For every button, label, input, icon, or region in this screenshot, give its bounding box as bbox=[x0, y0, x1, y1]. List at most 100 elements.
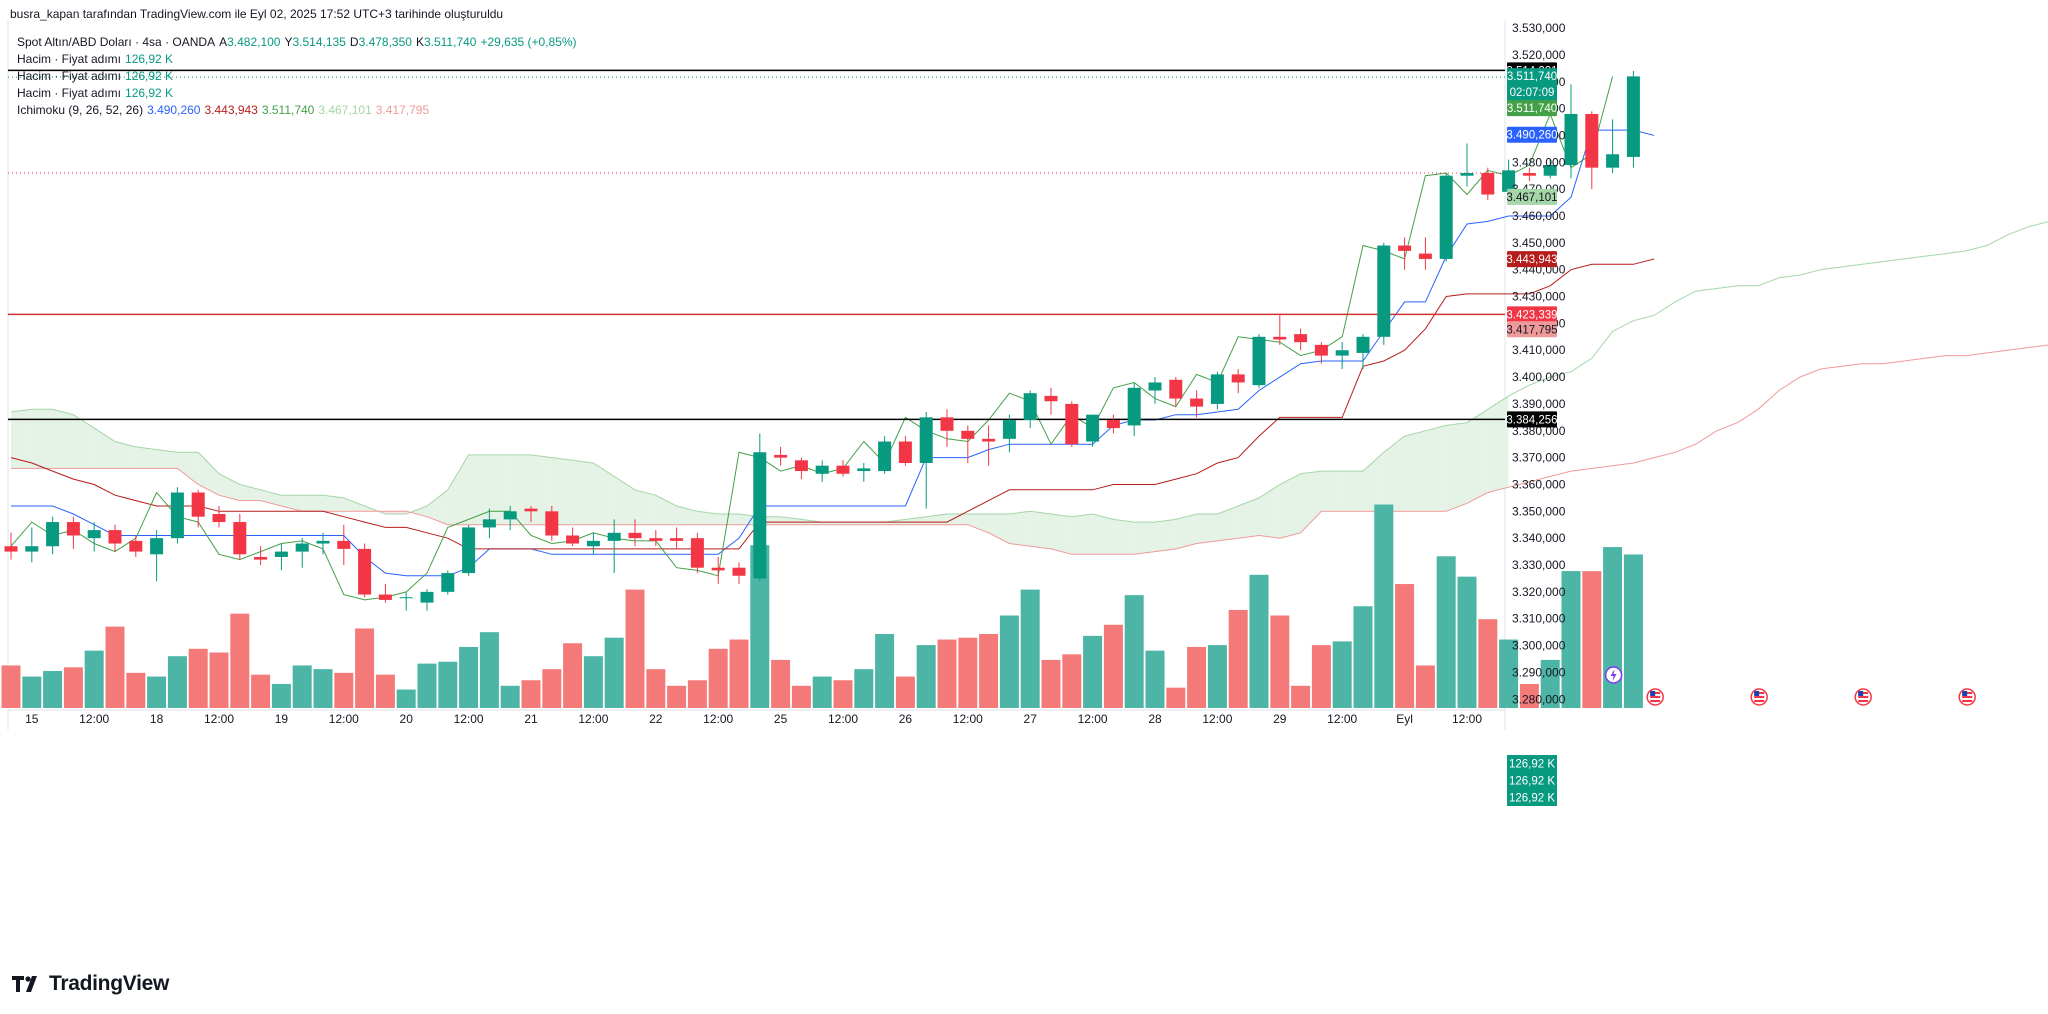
volume-bar bbox=[63, 667, 83, 708]
candle-up bbox=[1148, 382, 1162, 391]
candle-up bbox=[25, 546, 39, 552]
volume-bar bbox=[1187, 646, 1207, 708]
volume-bar bbox=[396, 689, 416, 708]
legend-high: 3.514,135 bbox=[292, 35, 346, 49]
legend-low-label: D bbox=[349, 35, 359, 49]
candle-down bbox=[129, 540, 143, 552]
candle-down bbox=[898, 441, 912, 463]
candle-up bbox=[316, 540, 330, 544]
volume-label-badge bbox=[1507, 772, 1557, 789]
candle-up bbox=[1127, 387, 1141, 426]
price-label-badge bbox=[1507, 411, 1557, 428]
y-tick-label: 3.280,000 bbox=[1512, 692, 1566, 706]
candle-down bbox=[1314, 344, 1328, 356]
candle-up bbox=[1626, 76, 1640, 157]
candle-up bbox=[857, 468, 871, 472]
horizontal-levels bbox=[8, 69, 1505, 421]
volume-bar bbox=[209, 652, 229, 708]
candle-down bbox=[337, 540, 351, 549]
y-tick-label: 3.370,000 bbox=[1512, 451, 1566, 465]
cloud-segment bbox=[531, 454, 552, 525]
cloud-segment bbox=[1259, 484, 1280, 539]
volume-bar bbox=[1, 665, 21, 708]
legend-volume-row[interactable]: Hacim · Fiyat adımı 126,92 K bbox=[17, 51, 577, 68]
x-tick-label: 12:00 bbox=[1452, 712, 1482, 726]
candle-up bbox=[815, 465, 829, 474]
cloud-segment bbox=[406, 505, 427, 517]
ichimoku-senkou-b-value: 3.417,795 bbox=[375, 103, 430, 117]
legend-ichimoku-row[interactable]: Ichimoku (9, 26, 52, 26) 3.490,260 3.443… bbox=[17, 102, 577, 119]
kijun-line bbox=[10, 258, 1655, 550]
candle-down bbox=[1398, 245, 1412, 251]
legend-volume-row[interactable]: Hacim · Fiyat adımı 126,92 K bbox=[17, 85, 577, 102]
volume-bar bbox=[1249, 574, 1269, 708]
volume-bar bbox=[417, 663, 437, 708]
candle-up bbox=[919, 417, 933, 463]
candle-up bbox=[399, 597, 413, 599]
cloud-segment bbox=[1175, 514, 1197, 549]
cloud-segment bbox=[614, 476, 635, 525]
candle-down bbox=[1418, 253, 1432, 259]
cloud-segment bbox=[385, 511, 407, 515]
x-tick-label: 25 bbox=[774, 712, 788, 726]
volume-bar bbox=[1353, 606, 1373, 708]
cloud-segment bbox=[510, 454, 531, 525]
chart-caption: busra_kapan tarafından TradingView.com i… bbox=[10, 7, 504, 21]
candle-up bbox=[420, 591, 434, 603]
chart-legend: Spot Altın/ABD Doları · 4sa · OANDA A3.4… bbox=[17, 34, 577, 119]
cloud-segment bbox=[260, 489, 282, 506]
legend-change: +29,635 (+0,85%) bbox=[480, 35, 577, 49]
ichimoku-kijun-value: 3.443,943 bbox=[204, 103, 258, 117]
volume-label-badge bbox=[1507, 789, 1557, 806]
volume-bar bbox=[604, 637, 624, 708]
candle-down bbox=[1169, 379, 1183, 399]
y-tick-label: 3.390,000 bbox=[1512, 397, 1566, 411]
x-tick-label: 12:00 bbox=[1327, 712, 1357, 726]
candle-up bbox=[1543, 164, 1557, 176]
candle-down bbox=[836, 465, 850, 474]
cloud-segment bbox=[1092, 514, 1114, 555]
volume-bar bbox=[542, 669, 562, 708]
candle-up bbox=[150, 538, 164, 555]
legend-close-label: K bbox=[415, 35, 424, 49]
cloud-segment bbox=[1467, 409, 1488, 504]
volume-bar bbox=[126, 672, 146, 708]
volume-bar bbox=[1270, 615, 1290, 708]
candle-up bbox=[1439, 175, 1453, 259]
cloud-segment bbox=[947, 514, 968, 525]
price-label-badge bbox=[1507, 188, 1557, 205]
candle-down bbox=[940, 417, 954, 431]
legend-volume-row[interactable]: Hacim · Fiyat adımı 126,92 K bbox=[17, 68, 577, 85]
volume-bar bbox=[167, 656, 187, 708]
candle-up bbox=[462, 527, 476, 574]
x-tick-label: Eyl bbox=[1396, 712, 1413, 726]
cloud-segment bbox=[219, 473, 240, 501]
event-markers bbox=[1604, 666, 1976, 706]
candle-down bbox=[1522, 173, 1536, 176]
volume-bar bbox=[979, 634, 999, 708]
cloud-segment bbox=[551, 457, 573, 525]
tradingview-logo[interactable]: TradingView bbox=[12, 972, 169, 996]
ichimoku-senkou-a-value: 3.467,101 bbox=[318, 103, 372, 117]
volume-bar bbox=[1478, 619, 1498, 708]
x-tick-label: 22 bbox=[649, 712, 663, 726]
volume-label: Hacim · Fiyat adımı bbox=[17, 69, 122, 83]
x-tick-label: 28 bbox=[1148, 712, 1162, 726]
volume-bar bbox=[1228, 609, 1248, 708]
y-tick-label: 3.430,000 bbox=[1512, 290, 1566, 304]
volume-bar bbox=[1395, 584, 1415, 708]
cloud-segment bbox=[1279, 473, 1301, 539]
volume-bar bbox=[43, 671, 63, 708]
tradingview-logo-text: TradingView bbox=[49, 972, 170, 995]
volume-bar bbox=[147, 676, 167, 708]
candle-down bbox=[690, 538, 704, 568]
legend-symbol[interactable]: Spot Altın/ABD Doları · 4sa · OANDA bbox=[17, 35, 216, 49]
candle-up bbox=[170, 492, 184, 539]
ichimoku-label: Ichimoku (9, 26, 52, 26) bbox=[17, 103, 144, 117]
legend-high-label: Y bbox=[284, 35, 293, 49]
price-label-text: 3.511,740 bbox=[1507, 71, 1557, 83]
volume-label-text: 126,92 K bbox=[1509, 793, 1555, 805]
volume-value: 126,92 K bbox=[125, 52, 174, 66]
candle-down bbox=[794, 460, 808, 472]
